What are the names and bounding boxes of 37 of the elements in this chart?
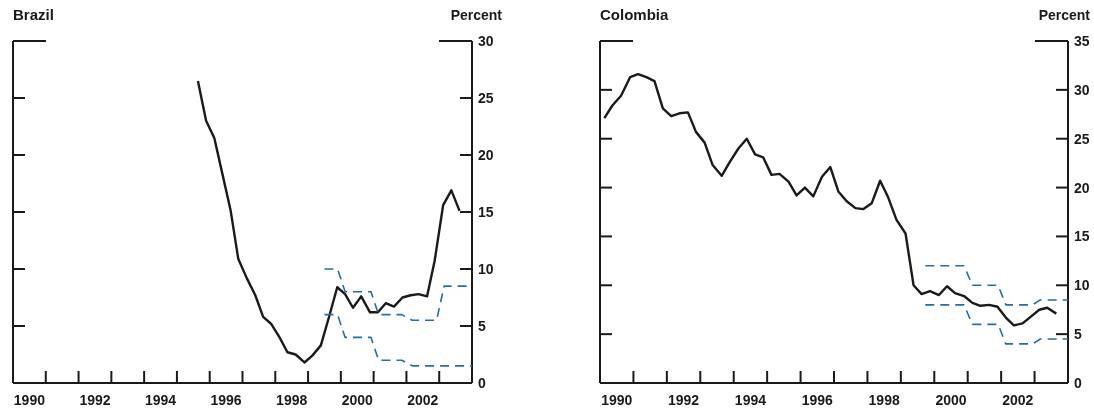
y-tick-label: 10	[478, 261, 494, 277]
x-tick-label: 1994	[144, 392, 177, 408]
chart-title: Brazil	[13, 6, 54, 23]
y-tick-label: 20	[478, 147, 494, 163]
line-series	[924, 304, 1069, 345]
y-tick-label: 10	[1074, 277, 1090, 294]
y-tick-label: 0	[1074, 375, 1082, 391]
y-tick-label: 25	[1074, 130, 1090, 147]
y-tick-label: 30	[1074, 81, 1090, 98]
y-axis-title: Percent	[450, 7, 503, 23]
x-tick-label: 1992	[667, 392, 700, 408]
x-tick-label: 1994	[734, 392, 767, 408]
y-tick-label: 0	[478, 375, 486, 391]
line-series	[603, 73, 1058, 327]
y-tick-label: 25	[478, 90, 494, 106]
y-tick-label: 30	[478, 33, 494, 49]
chart-title: Colombia	[600, 6, 669, 23]
x-tick-label: 1996	[801, 392, 834, 408]
y-tick-label: 5	[478, 318, 486, 334]
line-series	[924, 264, 1069, 306]
x-tick-label: 1998	[868, 392, 900, 408]
y-tick-label: 5	[1074, 326, 1082, 343]
y-tick-label: 15	[1074, 228, 1090, 245]
x-tick-label: 1990	[601, 392, 633, 408]
x-tick-label: 1996	[210, 392, 242, 408]
y-tick-label: 15	[478, 204, 494, 220]
x-tick-label: 1990	[13, 392, 46, 408]
y-tick-label: 20	[1074, 179, 1090, 196]
x-tick-label: 2002	[1002, 392, 1034, 408]
x-tick-label: 1998	[276, 392, 308, 408]
x-tick-label: 2002	[407, 392, 439, 408]
line-series	[323, 313, 473, 367]
x-tick-label: 2000	[935, 392, 967, 408]
y-tick-label: 35	[1074, 33, 1090, 49]
y-axis-title: Percent	[1038, 7, 1091, 23]
x-tick-label: 1992	[79, 392, 111, 408]
x-tick-label: 2000	[341, 392, 374, 408]
